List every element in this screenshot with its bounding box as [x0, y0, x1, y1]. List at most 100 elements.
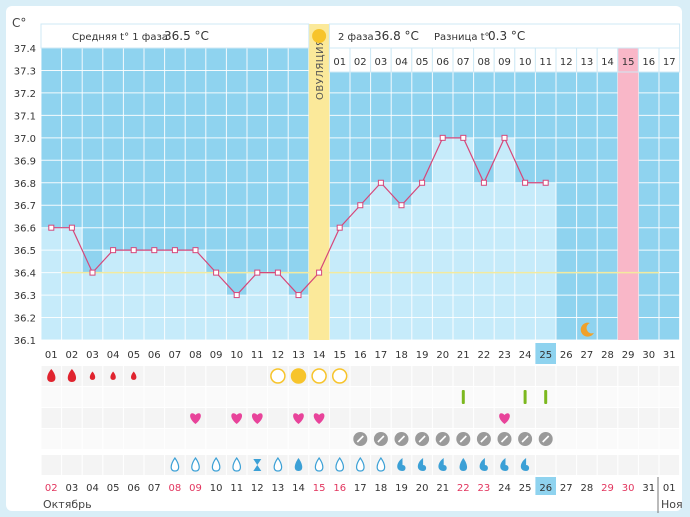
calendar-date-31: 01 — [663, 483, 676, 494]
calendar-date-4: 05 — [107, 483, 120, 494]
temp-bar-23 — [494, 137, 515, 340]
temperature-point-1 — [48, 224, 55, 231]
symbol-cell — [659, 408, 680, 428]
y-tick-37.1: 37.1 — [14, 111, 36, 122]
temp-bar-9 — [205, 272, 227, 340]
pill-slash — [377, 435, 385, 443]
symbol-cell — [103, 429, 123, 449]
temperature-point-22 — [480, 179, 487, 186]
bleeding-drop-icon — [67, 369, 77, 382]
pill-slash — [439, 435, 447, 443]
symbol-cell — [247, 455, 268, 475]
phase2-value: 36.8 °C — [374, 29, 419, 43]
temperature-point-12 — [274, 269, 281, 276]
symbol-cell — [659, 387, 680, 407]
mucus-drop-outline-icon — [170, 456, 180, 472]
phase2-day-16: 16 — [642, 57, 655, 68]
symbol-cell — [350, 408, 371, 428]
cycle-day-06: 06 — [148, 350, 161, 361]
cycle-day-12: 12 — [272, 350, 285, 361]
phase2-day-12: 12 — [560, 57, 573, 68]
calendar-date-5: 06 — [127, 483, 140, 494]
cycle-day-01: 01 — [45, 350, 58, 361]
heart-icon — [293, 413, 304, 424]
symbol-cell — [309, 429, 329, 449]
calendar-date-23: 24 — [498, 483, 511, 494]
symbol-cell — [371, 387, 391, 407]
calendar-date-7: 08 — [169, 483, 182, 494]
temperature-point-13 — [295, 292, 302, 299]
calendar-date-28: 29 — [601, 483, 614, 494]
y-tick-36.1: 36.1 — [14, 336, 36, 347]
cycle-day-21: 21 — [457, 350, 470, 361]
symbol-cell — [185, 366, 206, 386]
symbol-cell — [556, 429, 577, 449]
y-tick-36.9: 36.9 — [14, 156, 36, 167]
phase1-header — [40, 23, 310, 49]
cycle-day-15: 15 — [333, 350, 346, 361]
phase2-day-01: 01 — [333, 57, 346, 68]
symbol-cell — [309, 387, 329, 407]
symbol-cell — [556, 455, 577, 475]
symbol-cell — [82, 455, 103, 475]
phase2-day-14: 14 — [601, 57, 614, 68]
temp-bar-12 — [267, 272, 289, 340]
cycle-day-14: 14 — [313, 350, 326, 361]
symbol-cell — [391, 366, 412, 386]
cycle-day-20: 20 — [436, 350, 449, 361]
temperature-point-19 — [419, 179, 426, 186]
symbol-cell — [247, 366, 268, 386]
cycle-day-18: 18 — [395, 350, 408, 361]
symbol-cell — [515, 408, 535, 428]
symbol-cell — [577, 387, 597, 407]
phase2-day-17: 17 — [663, 57, 676, 68]
ovulation-sun-icon — [312, 29, 327, 43]
symbol-cell — [391, 387, 412, 407]
symbol-cell — [123, 455, 144, 475]
symbol-cell — [474, 366, 494, 386]
y-tick-36.8: 36.8 — [14, 179, 36, 190]
temperature-point-5 — [130, 247, 137, 254]
symbol-cell — [165, 366, 185, 386]
phase2-day-11: 11 — [539, 57, 552, 68]
today-highlight — [535, 343, 556, 364]
cycle-day-05: 05 — [127, 350, 140, 361]
next-month-label: Ноя — [661, 498, 683, 511]
cycle-day-03: 03 — [86, 350, 99, 361]
mucus-drop-outline-icon — [273, 456, 283, 472]
temperature-point-6 — [151, 247, 158, 254]
symbol-cell — [329, 387, 350, 407]
cervix-circle-icon — [311, 368, 327, 384]
y-unit-label: С° — [12, 16, 26, 30]
y-tick-36.5: 36.5 — [14, 246, 36, 257]
calendar-date-15: 16 — [333, 483, 346, 494]
moon-icon — [580, 322, 594, 337]
temp-bar-1 — [41, 227, 62, 340]
symbol-cell — [432, 387, 453, 407]
symbol-cell — [247, 429, 268, 449]
phase2-label: 2 фаза — [338, 32, 374, 43]
symbol-cell — [350, 366, 371, 386]
y-tick-36.6: 36.6 — [14, 224, 36, 235]
cervix-circle-icon — [270, 368, 286, 384]
cycle-day-19: 19 — [416, 350, 429, 361]
symbol-cell — [618, 455, 638, 475]
symbol-cell — [268, 387, 288, 407]
y-tick-36.4: 36.4 — [14, 269, 36, 280]
symbol-cell — [391, 408, 412, 428]
symbol-cell — [288, 429, 309, 449]
symbol-cell — [41, 455, 62, 475]
mucus-curl-icon — [479, 458, 488, 471]
symbol-cell — [165, 408, 185, 428]
today-date-highlight — [535, 477, 556, 495]
symbol-cell — [577, 408, 597, 428]
symbol-cell — [535, 455, 556, 475]
symbol-cell — [268, 429, 288, 449]
temp-bar-15 — [329, 227, 350, 340]
symbol-cell — [412, 366, 432, 386]
temperature-point-4 — [110, 247, 117, 254]
symbol-cell — [268, 408, 288, 428]
temperature-point-20 — [439, 134, 446, 141]
